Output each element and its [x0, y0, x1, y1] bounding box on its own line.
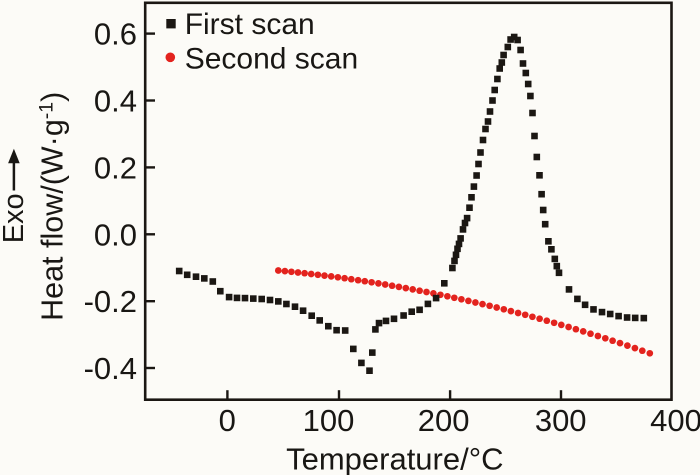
svg-text:-0.2: -0.2 [84, 284, 137, 319]
svg-text:0: 0 [219, 403, 236, 438]
svg-text:0.4: 0.4 [94, 84, 137, 119]
svg-text:Heat flow/(W·g-1): Heat flow/(W·g-1) [36, 92, 70, 321]
svg-text:0.6: 0.6 [94, 17, 137, 52]
svg-text:First scan: First scan [185, 8, 315, 41]
svg-text:Second scan: Second scan [185, 43, 358, 76]
svg-text:-0.4: -0.4 [84, 351, 137, 386]
svg-text:300: 300 [535, 403, 587, 438]
svg-text:Temperature/°C: Temperature/°C [286, 441, 503, 475]
svg-text:400: 400 [650, 403, 700, 438]
svg-text:100: 100 [303, 403, 355, 438]
svg-text:200: 200 [418, 403, 470, 438]
svg-text:0.2: 0.2 [94, 150, 137, 185]
svg-text:Exo: Exo [0, 193, 30, 243]
svg-text:0.0: 0.0 [94, 217, 137, 252]
